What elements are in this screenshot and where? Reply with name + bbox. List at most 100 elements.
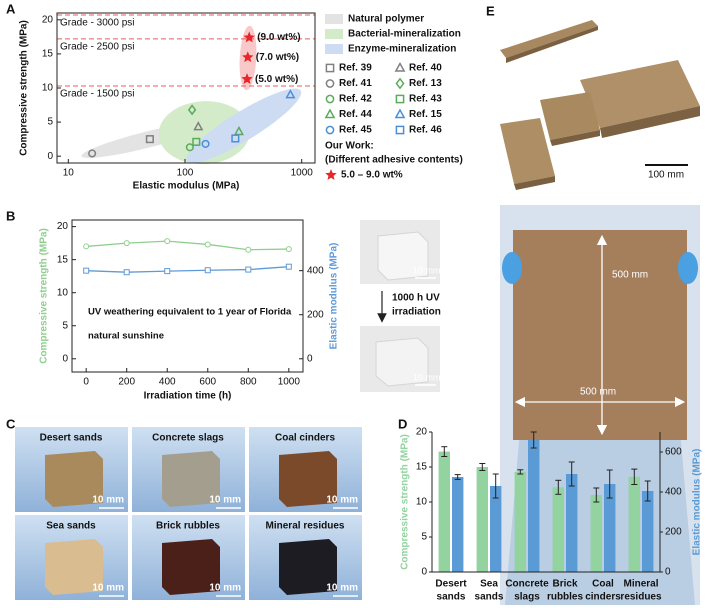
group-region	[186, 88, 302, 163]
marker	[325, 79, 335, 88]
marker	[185, 143, 194, 152]
x-tick-label: Desert	[435, 579, 467, 590]
x-tick-label: sands	[437, 592, 466, 603]
panel-label: E	[486, 3, 495, 18]
scale-label: 10 mm	[326, 583, 358, 594]
marker	[204, 267, 211, 274]
annotation: UV weathering equivalent to 1 year of Fl…	[88, 307, 292, 318]
marker	[325, 125, 335, 135]
legend-label: Ref. 45	[339, 125, 372, 136]
legend-label: Ref. 40	[409, 63, 442, 74]
x-tick-label: 600	[199, 377, 216, 388]
panel-label: B	[6, 208, 15, 223]
bar	[476, 467, 488, 572]
legend-label: Ref. 39	[339, 63, 372, 74]
data-label: (5.0 wt%)	[255, 74, 298, 85]
x-tick-label: 0	[83, 377, 89, 388]
marker	[164, 238, 171, 245]
arrow-label: 1000 h UV	[392, 293, 440, 304]
x-tick-label: 1000	[291, 168, 314, 179]
sample-label: Coal cinders	[275, 433, 335, 444]
legend-swatch	[325, 44, 343, 54]
sample-label: Sea sands	[46, 521, 96, 532]
axis-title: Elastic modulus (MPa)	[133, 181, 240, 192]
x-tick-label: sands	[475, 592, 504, 603]
y-tick-label: 0	[47, 151, 53, 162]
x-tick-label: Brick	[552, 579, 577, 590]
sample-label: Concrete slags	[152, 433, 224, 444]
x-tick-label: 100	[177, 168, 194, 179]
x-tick-label: cinders	[585, 592, 621, 603]
data-label: (7.0 wt%)	[256, 52, 299, 63]
axis-title: Irradiation time (h)	[144, 391, 232, 402]
legend-swatch	[325, 14, 343, 24]
y-tick-label: 20	[42, 14, 54, 25]
marker	[245, 266, 252, 273]
series-line	[86, 240, 289, 251]
scale-label: 10 mm	[92, 495, 124, 506]
bar	[566, 474, 578, 572]
marker	[245, 246, 252, 253]
y2-tick-label: 400	[307, 265, 324, 276]
marker	[243, 31, 255, 43]
legend-label: 5.0 – 9.0 wt%	[341, 170, 403, 181]
marker	[88, 149, 97, 158]
marker	[242, 51, 254, 63]
sample-cube	[279, 539, 337, 595]
marker	[145, 135, 154, 144]
photo-after	[360, 326, 440, 392]
legend-label: Ref. 44	[339, 109, 372, 120]
y-tick-label: 10	[416, 497, 428, 508]
scale-label: 10 mm	[92, 583, 124, 594]
marker	[325, 63, 335, 73]
y-tick-label: 0	[421, 567, 427, 578]
y-tick-label: 5	[62, 320, 68, 331]
reference-label: Grade - 2500 psi	[60, 42, 135, 53]
x-tick-label: Coal	[592, 579, 614, 590]
scale-label: 10 mm	[209, 583, 241, 594]
y-tick-label: 5	[47, 117, 53, 128]
annotation: natural sunshine	[88, 331, 164, 342]
legend-label: Bacterial-mineralization	[348, 29, 461, 40]
marker	[325, 169, 337, 180]
y2-tick-label: 0	[307, 353, 313, 364]
y-tick-label: 10	[42, 83, 54, 94]
x-tick-label: 1000	[278, 377, 301, 388]
marker	[164, 268, 171, 275]
legend-label: Ref. 42	[339, 94, 372, 105]
y2-tick-label: 400	[665, 487, 682, 498]
marker	[394, 108, 406, 119]
y-tick-label: 20	[57, 221, 69, 232]
marker	[395, 94, 405, 104]
legend-heading: Our Work:	[325, 141, 374, 152]
axis-title: Elastic modulus (MPa)	[329, 243, 340, 350]
axis-title: Compressive strength (MPa)	[400, 434, 411, 570]
bar	[604, 484, 616, 572]
x-tick-label: 800	[240, 377, 257, 388]
y2-tick-label: 0	[665, 567, 671, 578]
panel-label: C	[6, 416, 16, 431]
legend-label: Ref. 41	[339, 78, 372, 89]
bar	[552, 487, 564, 572]
marker	[395, 125, 405, 135]
axis-title: Compressive strength (MPa)	[39, 228, 50, 364]
marker	[231, 134, 240, 143]
y-tick-label: 15	[416, 462, 428, 473]
legend-label: Ref. 43	[409, 94, 442, 105]
y2-tick-label: 600	[665, 447, 682, 458]
sample-cube	[45, 451, 103, 507]
legend-label: Ref. 13	[409, 78, 442, 89]
sample-label: Brick rubbles	[156, 521, 220, 532]
legend-swatch	[325, 29, 343, 39]
bar	[628, 476, 640, 572]
marker	[123, 269, 130, 276]
y-tick-label: 15	[57, 254, 69, 265]
y-tick-label: 0	[62, 353, 68, 364]
marker	[285, 246, 292, 253]
legend-label: Ref. 15	[409, 109, 442, 120]
reference-label: Grade - 1500 psi	[60, 89, 135, 100]
scale-label: 100 mm	[648, 170, 684, 181]
dimension-label: 500 mm	[612, 270, 648, 281]
marker	[394, 61, 406, 72]
